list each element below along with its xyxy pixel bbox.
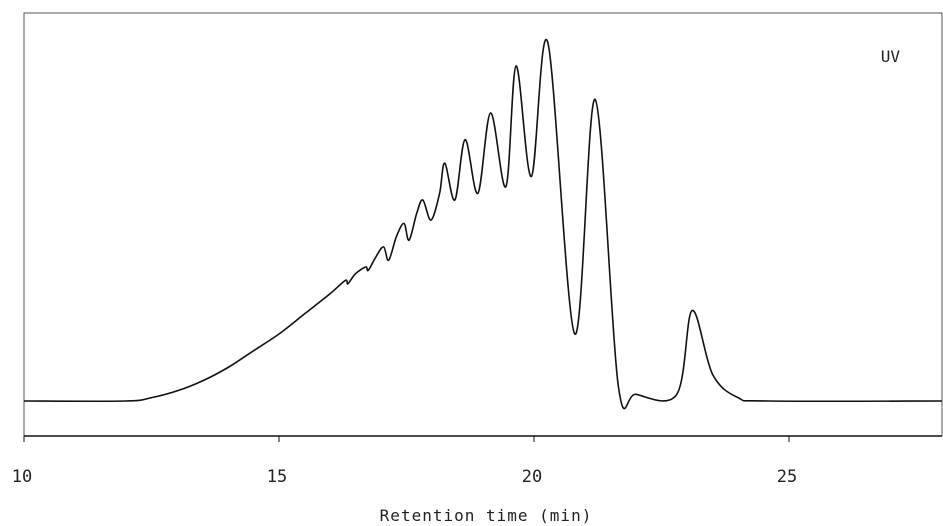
x-axis-title: Retention time (min) (380, 506, 593, 525)
plot-frame (23, 12, 943, 437)
x-axis-ticks: 10 15 20 25 (12, 436, 797, 487)
x-tick-label: 10 (12, 467, 32, 487)
uv-trace-line (23, 38, 943, 410)
series-layer (23, 38, 943, 410)
x-tick-label: 25 (777, 467, 797, 487)
x-tick-label: 15 (267, 467, 287, 487)
uv-label: UV (881, 47, 901, 66)
x-tick-label: 20 (522, 467, 542, 487)
plot-border (23, 12, 943, 436)
